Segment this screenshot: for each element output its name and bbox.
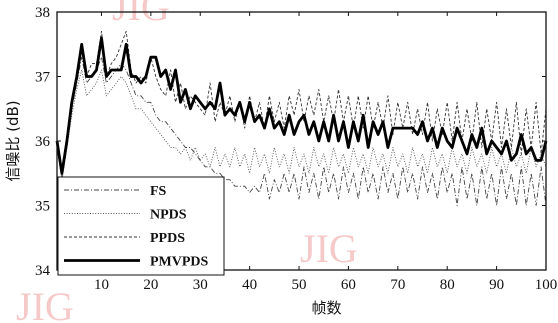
series-line-fs [56, 56, 547, 206]
legend-label-pmvpds: PMVPDS [150, 255, 209, 270]
x-tick-label: 100 [535, 277, 558, 293]
x-tick-label: 50 [292, 277, 307, 293]
y-tick-label: 36 [35, 134, 51, 150]
y-tick-label: 34 [35, 263, 51, 279]
x-tick-label: 60 [341, 277, 356, 293]
watermark-group: JIG JIG JIG [16, 0, 358, 323]
axis-ticks: 10 20 30 40 50 60 70 80 90 100 34 35 36 37 38 [35, 5, 557, 293]
x-tick-label: 80 [440, 277, 455, 293]
y-tick-label: 38 [35, 5, 50, 21]
legend-label-fs: FS [150, 184, 167, 199]
series-line-npds [56, 69, 547, 181]
y-axis-label: 信噪比 (dB) [4, 100, 22, 181]
legend-label-ppds: PPDS [150, 231, 185, 246]
x-tick-label: 90 [489, 277, 504, 293]
y-tick-label: 35 [35, 199, 50, 215]
y-tick-label: 37 [35, 70, 51, 86]
x-tick-label: 10 [94, 277, 109, 293]
series-line-ppds [56, 30, 547, 174]
watermark-middle: JIG [300, 226, 358, 271]
plot-area [55, 30, 548, 206]
watermark-top: JIG [112, 0, 170, 29]
x-tick-label: 40 [242, 277, 257, 293]
series-line-pmvpds [55, 36, 548, 175]
watermark-bottom: JIG [16, 284, 74, 323]
legend-label-npds: NPDS [150, 208, 187, 223]
legend: FS NPDS PPDS PMVPDS [57, 176, 225, 276]
x-axis-label: 帧数 [311, 299, 341, 317]
x-tick-label: 70 [390, 277, 405, 293]
x-tick-label: 20 [143, 277, 158, 293]
x-tick-label: 30 [193, 277, 208, 293]
legend-box [57, 176, 225, 276]
